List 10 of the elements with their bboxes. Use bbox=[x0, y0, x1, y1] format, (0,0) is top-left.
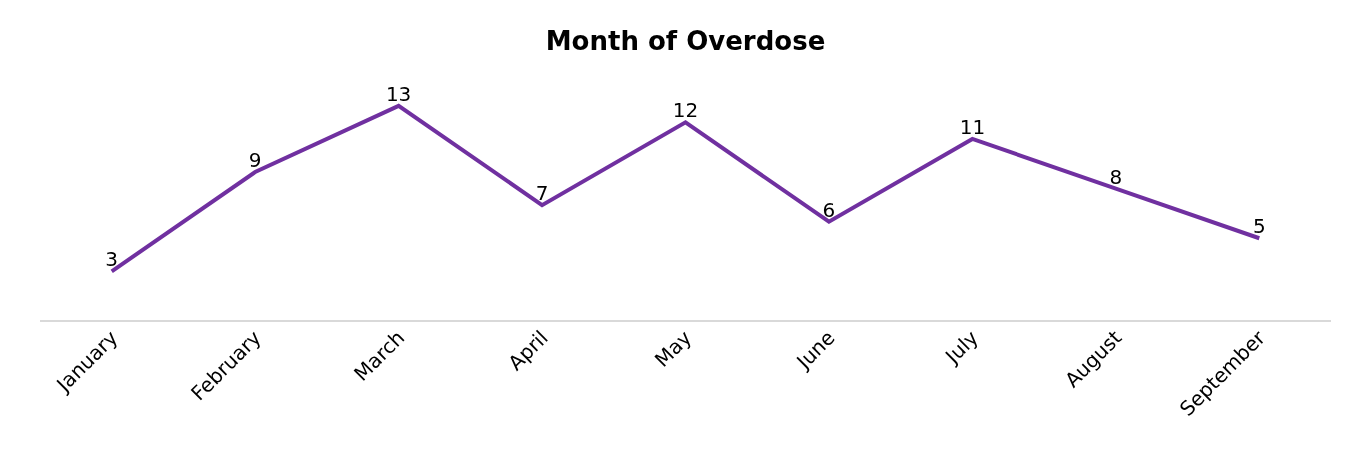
data-label: 9 bbox=[248, 148, 262, 173]
data-label: 6 bbox=[822, 197, 836, 222]
data-label: 5 bbox=[1252, 214, 1266, 239]
data-label: 11 bbox=[959, 114, 986, 139]
data-label: 8 bbox=[1109, 164, 1123, 189]
data-label: 3 bbox=[105, 247, 119, 272]
chart-title: Month of Overdose bbox=[545, 25, 826, 56]
data-label: 13 bbox=[385, 81, 412, 106]
data-label: 12 bbox=[672, 98, 699, 123]
data-label: 7 bbox=[535, 181, 549, 206]
